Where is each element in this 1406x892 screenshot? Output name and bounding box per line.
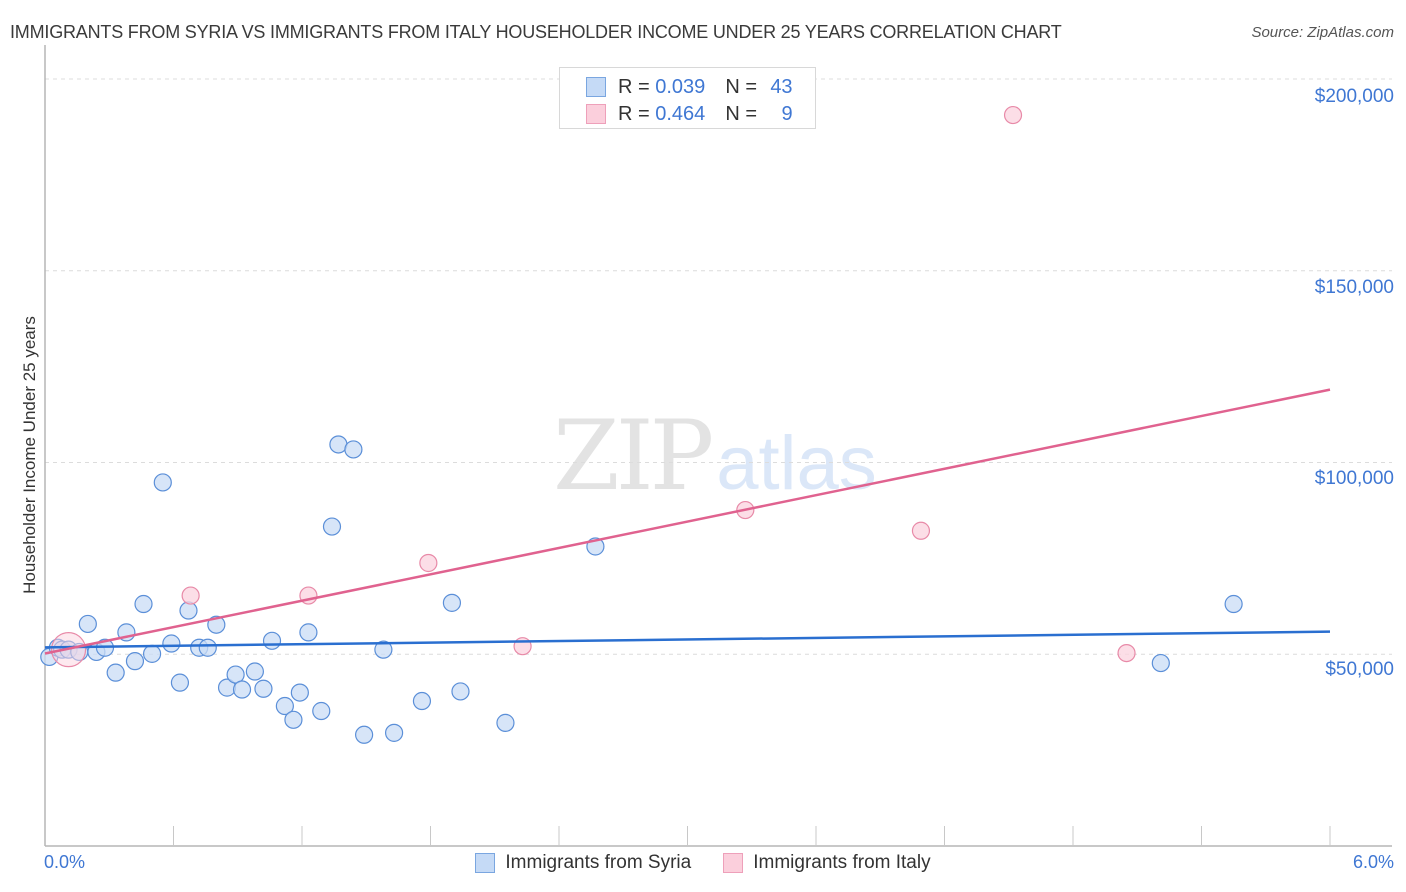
syria-data-point[interactable] — [322, 517, 342, 536]
r-value: 0.464 — [655, 102, 706, 125]
syria-data-point[interactable] — [451, 682, 470, 701]
syria-data-point[interactable] — [170, 673, 190, 692]
source-credit: Source: ZipAtlas.com — [1251, 24, 1394, 41]
legend-label-italy: Immigrants from Italy — [753, 852, 931, 873]
italy-points — [50, 105, 1136, 668]
syria-trend-line — [44, 630, 1331, 649]
legend-item-italy[interactable]: Immigrants from Italy — [723, 852, 931, 874]
x-tick-min: 0.0% — [44, 852, 86, 872]
gridlines — [45, 78, 1392, 655]
legend-label-syria: Immigrants from Syria — [505, 852, 692, 873]
zipatlas-watermark: ZIPatlas — [553, 408, 877, 505]
syria-data-point[interactable] — [442, 593, 462, 612]
italy-data-point[interactable] — [1117, 643, 1136, 663]
italy-data-point[interactable] — [419, 553, 438, 573]
y-tick-150000: $150,000 — [1314, 277, 1394, 298]
syria-legend-swatch-icon — [475, 853, 496, 873]
syria-data-point[interactable] — [125, 652, 145, 671]
r-value: 0.039 — [655, 75, 706, 98]
x-axis-ticks — [173, 826, 1331, 846]
syria-data-point[interactable] — [384, 723, 404, 742]
italy-data-point[interactable] — [1003, 105, 1023, 125]
syria-data-point[interactable] — [412, 691, 432, 711]
watermark-zip: ZIP — [553, 400, 714, 512]
syria-data-point[interactable] — [198, 638, 217, 657]
syria-data-point[interactable] — [106, 663, 125, 682]
y-tick-50000: $50,000 — [1325, 659, 1394, 680]
italy-data-point[interactable] — [911, 521, 931, 540]
r-label: R = — [618, 102, 650, 125]
syria-data-point[interactable] — [344, 440, 363, 459]
italy-legend-swatch-icon — [723, 853, 744, 873]
n-value: 43 — [770, 75, 793, 98]
syria-data-point[interactable] — [232, 680, 252, 699]
syria-data-point[interactable] — [254, 679, 273, 698]
n-label: N = — [725, 102, 757, 125]
syria-data-point[interactable] — [374, 640, 393, 659]
syria-data-point[interactable] — [290, 683, 309, 702]
italy-trend-line — [44, 388, 1331, 655]
legend-item-syria[interactable]: Immigrants from Syria — [475, 852, 691, 874]
syria-data-point[interactable] — [299, 623, 318, 642]
syria-points — [40, 435, 1243, 744]
n-label: N = — [725, 75, 757, 98]
stats-row-syria: R = 0.039 N = 43 — [560, 74, 793, 100]
syria-data-point[interactable] — [284, 710, 303, 729]
italy-swatch-icon — [586, 104, 606, 124]
n-value: 9 — [781, 102, 793, 125]
stats-row-italy: R = 0.464 N = 9 — [560, 101, 793, 127]
syria-data-point[interactable] — [179, 601, 198, 620]
y-tick-100000: $100,000 — [1314, 468, 1394, 489]
syria-data-point[interactable] — [496, 713, 515, 732]
syria-data-point[interactable] — [275, 696, 294, 716]
syria-data-point[interactable] — [226, 665, 245, 684]
y-axis-label: Householder Income Under 25 years — [20, 316, 39, 594]
syria-data-point[interactable] — [262, 631, 282, 650]
syria-data-point[interactable] — [134, 594, 153, 614]
syria-data-point[interactable] — [1224, 594, 1243, 614]
r-label: R = — [618, 75, 650, 98]
syria-data-point[interactable] — [162, 634, 181, 653]
x-tick-max: 6.0% — [1352, 852, 1394, 872]
correlation-stats-legend: R = 0.039 N = 43 R = 0.464 N = 9 — [559, 67, 816, 129]
series-legend: Immigrants from Syria Immigrants from It… — [0, 852, 1406, 874]
italy-data-point[interactable] — [181, 586, 200, 605]
syria-data-point[interactable] — [355, 725, 374, 744]
chart-title: IMMIGRANTS FROM SYRIA VS IMMIGRANTS FROM… — [10, 22, 1062, 42]
syria-data-point[interactable] — [245, 662, 264, 681]
syria-data-point[interactable] — [153, 473, 172, 492]
syria-data-point[interactable] — [142, 644, 162, 663]
y-tick-200000: $200,000 — [1314, 86, 1394, 107]
syria-data-point[interactable] — [1151, 653, 1170, 673]
syria-data-point[interactable] — [207, 615, 226, 634]
syria-swatch-icon — [586, 77, 606, 97]
syria-data-point[interactable] — [312, 701, 331, 721]
syria-data-point[interactable] — [78, 614, 97, 634]
